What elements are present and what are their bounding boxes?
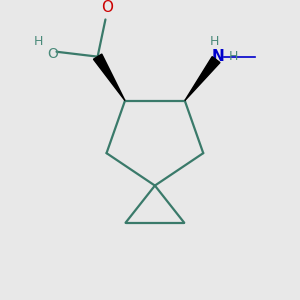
- Text: H: H: [229, 50, 238, 63]
- Text: N: N: [212, 49, 224, 64]
- Text: O: O: [101, 0, 113, 15]
- Polygon shape: [185, 57, 220, 101]
- Text: O: O: [47, 47, 58, 61]
- Text: H: H: [209, 35, 219, 49]
- Text: H: H: [34, 35, 44, 49]
- Polygon shape: [94, 54, 125, 101]
